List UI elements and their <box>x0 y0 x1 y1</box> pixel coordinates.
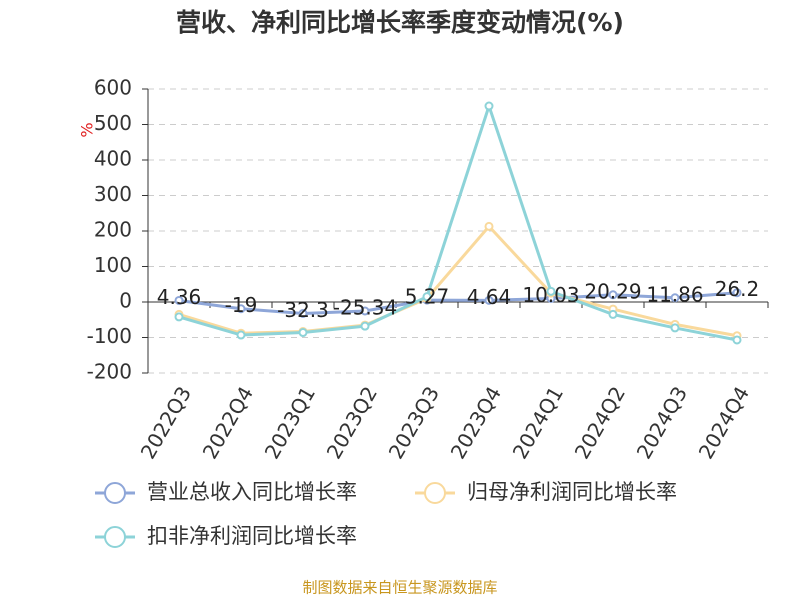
data-point <box>484 221 494 231</box>
data-point <box>670 293 680 303</box>
x-tick-label: 2023Q3 <box>384 382 444 463</box>
legend-icon[interactable] <box>104 526 126 548</box>
data-point <box>236 330 246 340</box>
legend-label[interactable]: 扣非净利润同比增长率 <box>147 524 357 548</box>
data-label: -32.3 <box>277 298 329 322</box>
data-point <box>732 288 742 298</box>
data-point <box>422 292 432 302</box>
series-line <box>178 291 738 315</box>
series-line <box>178 224 738 338</box>
y-tick-label: 200 <box>94 218 132 242</box>
data-point <box>174 295 184 305</box>
x-tick-label: 2023Q2 <box>322 382 382 463</box>
y-tick-label: -200 <box>87 360 132 384</box>
data-point <box>608 290 618 300</box>
data-point <box>174 312 184 322</box>
data-point <box>298 308 308 318</box>
x-tick-label: 2024Q4 <box>694 382 754 463</box>
data-label: 4.64 <box>467 285 512 309</box>
data-point <box>732 335 742 345</box>
data-point <box>236 304 246 314</box>
y-axis-label: % <box>78 122 97 137</box>
data-label: -25.34 <box>333 295 397 319</box>
data-label: 20.29 <box>584 279 641 303</box>
y-tick-label: 0 <box>119 289 132 313</box>
data-label: 10.03 <box>522 283 579 307</box>
legend-label[interactable]: 营业总收入同比增长率 <box>147 480 357 504</box>
data-point <box>484 101 494 111</box>
y-tick-label: 400 <box>94 147 132 171</box>
legend-icon[interactable] <box>424 482 446 504</box>
y-tick-label: -100 <box>87 324 132 348</box>
legend-label[interactable]: 归母净利润同比增长率 <box>467 480 677 504</box>
data-point <box>484 295 494 305</box>
data-label: 5.27 <box>405 285 450 309</box>
y-tick-label: 300 <box>94 182 132 206</box>
data-label: 26.2 <box>715 277 760 301</box>
y-tick-label: 100 <box>94 253 132 277</box>
x-tick-label: 2022Q4 <box>198 382 258 463</box>
chart-title: 营收、净利同比增长率季度变动情况(%) <box>176 8 624 37</box>
series-line <box>178 101 738 342</box>
data-label: 4.36 <box>157 285 202 309</box>
data-point <box>298 328 308 338</box>
x-tick-label: 2023Q1 <box>260 382 320 463</box>
y-tick-label: 600 <box>94 76 132 100</box>
data-point <box>360 306 370 316</box>
x-tick-label: 2022Q3 <box>136 382 196 463</box>
y-tick-label: 500 <box>94 111 132 135</box>
data-label: -19 <box>225 293 258 317</box>
data-point <box>360 321 370 331</box>
data-point <box>546 286 556 296</box>
data-point <box>608 309 618 319</box>
x-tick-label: 2024Q1 <box>508 382 568 463</box>
legend-icon[interactable] <box>104 482 126 504</box>
data-label: 11.86 <box>646 282 703 306</box>
x-tick-label: 2024Q3 <box>632 382 692 463</box>
x-tick-label: 2024Q2 <box>570 382 630 463</box>
data-point <box>670 323 680 333</box>
x-tick-label: 2023Q4 <box>446 382 506 463</box>
source-note: 制图数据来自恒生聚源数据库 <box>302 579 497 597</box>
